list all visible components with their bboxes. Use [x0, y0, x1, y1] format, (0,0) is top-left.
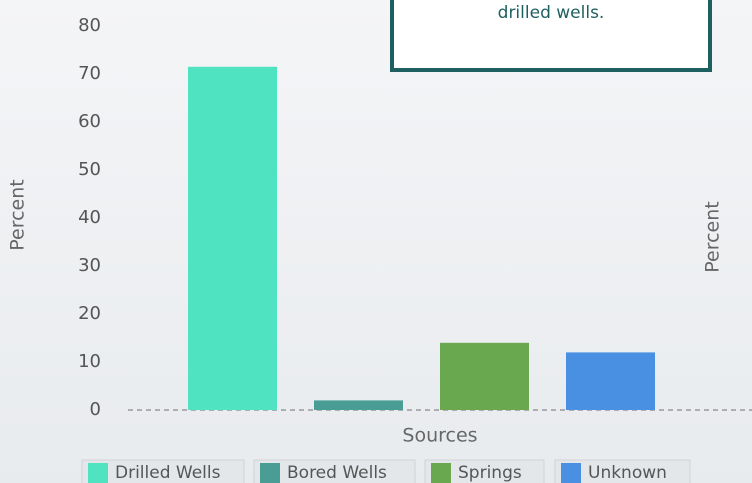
- bar: [188, 66, 277, 411]
- y-tick-label: 80: [78, 15, 101, 36]
- legend-label: Springs: [458, 463, 522, 483]
- legend-label: Unknown: [588, 463, 667, 483]
- bar: [566, 352, 655, 410]
- legend-swatch: [561, 463, 581, 483]
- legend-item-box: [253, 459, 416, 483]
- legend-item-box: [81, 459, 245, 483]
- y-axis-title: Percent: [7, 179, 29, 251]
- y-tick-label: 60: [78, 111, 101, 132]
- legend-item-box: [554, 459, 691, 483]
- y-tick-label: 40: [78, 207, 101, 228]
- bar: [440, 342, 529, 410]
- legend-swatch: [88, 463, 108, 483]
- y-tick-label: 20: [78, 303, 101, 324]
- y-tick-label: 10: [78, 351, 101, 372]
- y-tick-label: 30: [78, 255, 101, 276]
- legend-label: Bored Wells: [287, 463, 387, 483]
- y-tick-label: 50: [78, 159, 101, 180]
- y-tick-label: 0: [90, 399, 101, 420]
- annotation: drilled wells.: [498, 3, 605, 23]
- legend-swatch: [260, 463, 280, 483]
- y2-axis-title: Percent: [702, 201, 724, 273]
- legend-label: Drilled Wells: [115, 463, 221, 483]
- legend-swatch: [431, 463, 451, 483]
- x-axis-title: Sources: [402, 425, 477, 447]
- y-tick-label: 70: [78, 63, 101, 84]
- annotation-box: [390, 0, 712, 72]
- legend-item-box: [424, 459, 545, 483]
- bar: [314, 400, 403, 410]
